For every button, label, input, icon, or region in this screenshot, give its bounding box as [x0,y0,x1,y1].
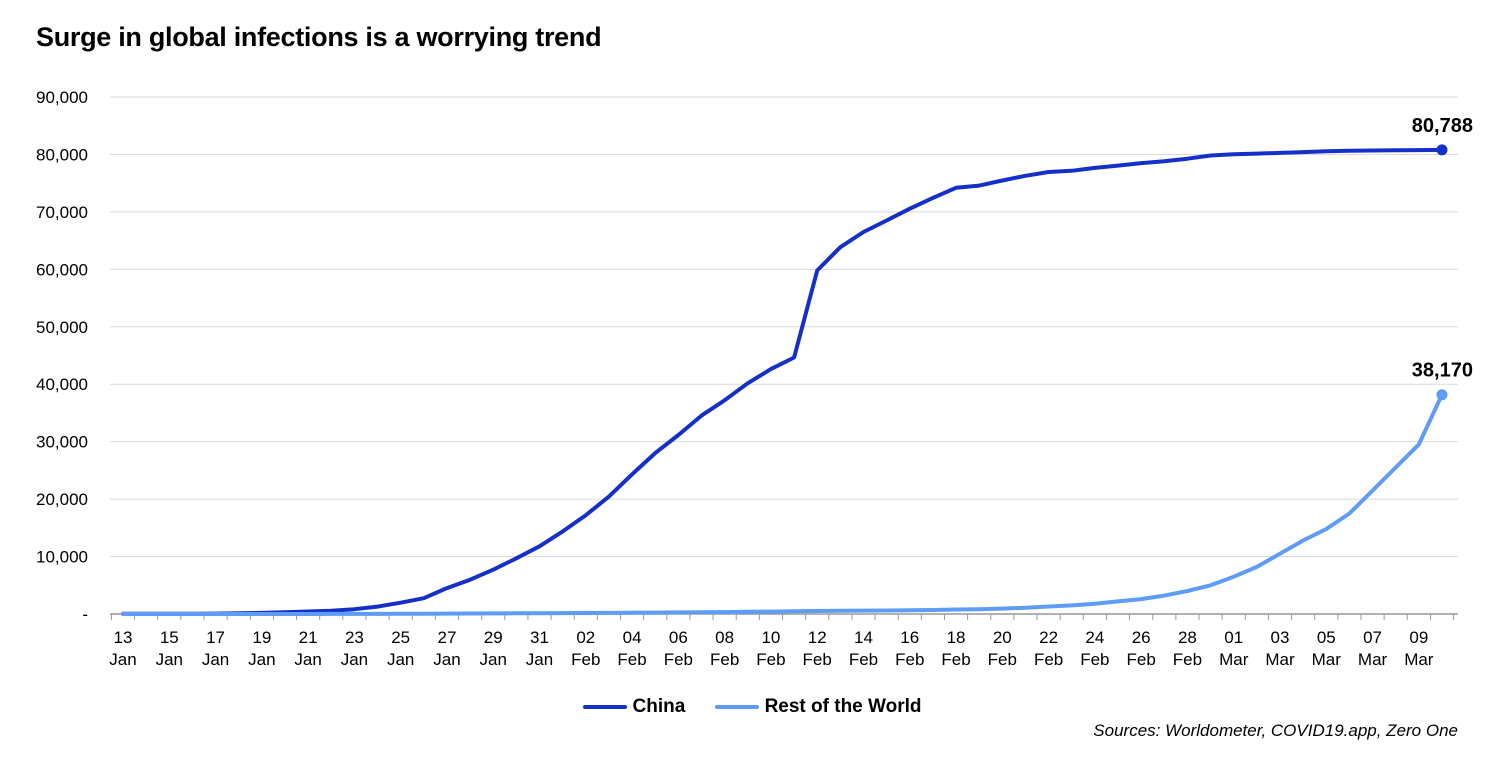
legend-label-china: China [632,696,686,717]
chart-title: Surge in global infections is a worrying… [36,22,602,52]
y-tick-label: 10,000 [36,548,88,567]
series-line-china [121,147,1444,616]
x-tick-label: 24 Feb [1080,628,1109,669]
x-tick-label: 07 Mar [1358,628,1388,669]
end-point-china [1436,144,1448,156]
x-tick-label: 15 Jan [156,628,183,669]
x-tick-label: 17 Jan [202,628,229,669]
legend-swatch-rest-of-world [714,705,759,709]
end-point-rest-of-world [1436,389,1448,401]
x-tick-label: 12 Feb [803,628,832,669]
x-tick-label: 25 Jan [387,628,414,669]
x-tick-label: 21 Jan [294,628,321,669]
x-tick-label: 05 Mar [1312,628,1342,669]
x-tick-label: 01 Mar [1219,628,1249,669]
x-tick-label: 16 Feb [895,628,924,669]
x-tick-label: 18 Feb [941,628,970,669]
y-tick-label: 90,000 [36,88,88,107]
x-tick-label: 09 Mar [1404,628,1434,669]
y-tick-label: 40,000 [36,375,88,394]
x-tick-label: 27 Jan [433,628,460,669]
x-tick-label: 31 Jan [526,628,553,669]
x-tick-label: 20 Feb [988,628,1017,669]
y-tick-label: 20,000 [36,490,88,509]
y-tick-label: 30,000 [36,433,88,452]
x-axis: 13 Jan 15 Jan 17 Jan 19 Jan 21 Jan 23 Jan 25 Jan 27 Jan… [109,613,1458,669]
legend-item-china: China [582,696,686,718]
source-note: Sources: Worldometer, COVID19.app, Zero … [1093,721,1458,740]
line-chart: - 10,000 20,000 30,000 40,000 50,000 60,000 70,… [36,88,1473,669]
x-tick-label: 19 Jan [248,628,275,669]
x-tick-label: 28 Feb [1173,628,1202,669]
legend: China Rest of the World [0,693,1504,718]
x-tick-label: 10 Feb [756,628,785,669]
x-tick-label: 08 Feb [710,628,739,669]
data-labels: 80,788 38,170 [1412,115,1473,382]
x-tick-label: 13 Jan [109,628,136,669]
y-tick-label: 60,000 [36,260,88,279]
y-tick-label: - [82,605,88,624]
data-label-china: 80,788 [1412,115,1473,137]
legend-item-rest-of-world: Rest of the World [714,696,922,718]
x-tick-label: 06 Feb [664,628,693,669]
x-tick-label: 22 Feb [1034,628,1063,669]
x-tick-label: 23 Jan [341,628,368,669]
y-tick-label: 70,000 [36,203,88,222]
data-label-rest-of-world: 38,170 [1412,360,1473,382]
x-tick-label: 14 Feb [849,628,878,669]
x-tick-label: 02 Feb [571,628,600,669]
x-tick-label: 29 Jan [480,628,507,669]
x-tick-label: 03 Mar [1265,628,1295,669]
y-tick-label: 50,000 [36,318,88,337]
x-tick-label: 26 Feb [1127,628,1156,669]
series-lines [121,144,1448,616]
x-tick-label: 04 Feb [617,628,646,669]
legend-swatch-china [582,705,627,709]
series-line-rest-of-world [121,392,1444,616]
legend-label-rest-of-world: Rest of the World [764,696,922,717]
gridlines [110,96,1458,558]
y-tick-label: 80,000 [36,145,88,164]
y-axis-tick-labels: - 10,000 20,000 30,000 40,000 50,000 60,000 70,… [36,88,88,624]
